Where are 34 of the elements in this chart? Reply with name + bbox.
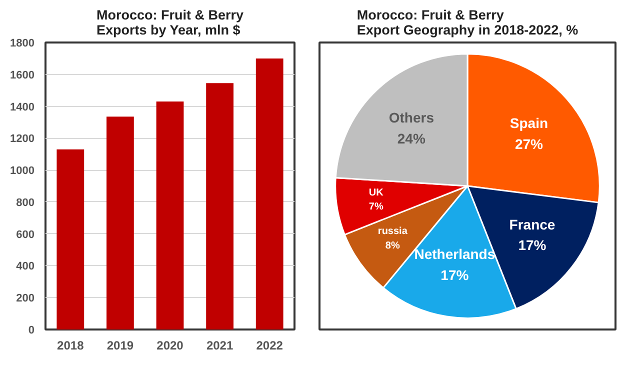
chart-title: Morocco: Fruit & Berry Exports by Year, mln $: [96, 8, 244, 38]
y-tick-label: 1600: [10, 69, 35, 82]
slice-label: russia: [378, 226, 408, 238]
data-label: 7%: [368, 202, 384, 213]
data-label: 8%: [385, 240, 400, 252]
data-label: 17%: [518, 237, 547, 254]
x-tick-label: 2019: [106, 338, 134, 352]
slice-label: France: [509, 216, 556, 232]
bar: [106, 116, 134, 330]
slice-label: Others: [388, 110, 434, 126]
bar: [206, 83, 234, 330]
x-tick-label: 2022: [256, 338, 284, 352]
y-tick-label: 1800: [10, 38, 35, 50]
y-tick-label: 1400: [10, 101, 35, 114]
data-label: 17%: [440, 266, 470, 283]
slice-label: Spain: [510, 115, 548, 132]
y-tick-label: 1200: [10, 133, 35, 146]
chart-title: Morocco: Fruit & Berry Export Geography in 2018-2022, %: [356, 8, 578, 38]
bar: [256, 58, 284, 330]
x-tick-label: 2021: [206, 338, 234, 352]
y-tick-label: 600: [16, 228, 35, 241]
bar: [156, 101, 184, 330]
data-label: 27%: [514, 136, 544, 152]
y-tick-label: 800: [16, 196, 35, 209]
x-tick-label: 2020: [156, 338, 184, 352]
data-label: 24%: [397, 130, 426, 146]
bar: [56, 149, 84, 330]
y-tick-label: 400: [16, 260, 35, 273]
y-tick-label: 0: [28, 324, 35, 336]
slice-label: Netherlands: [414, 246, 496, 262]
slice-label: UK: [368, 187, 384, 198]
y-tick-label: 200: [16, 292, 35, 305]
x-tick-label: 2018: [57, 338, 84, 352]
y-tick-label: 1000: [10, 165, 35, 178]
